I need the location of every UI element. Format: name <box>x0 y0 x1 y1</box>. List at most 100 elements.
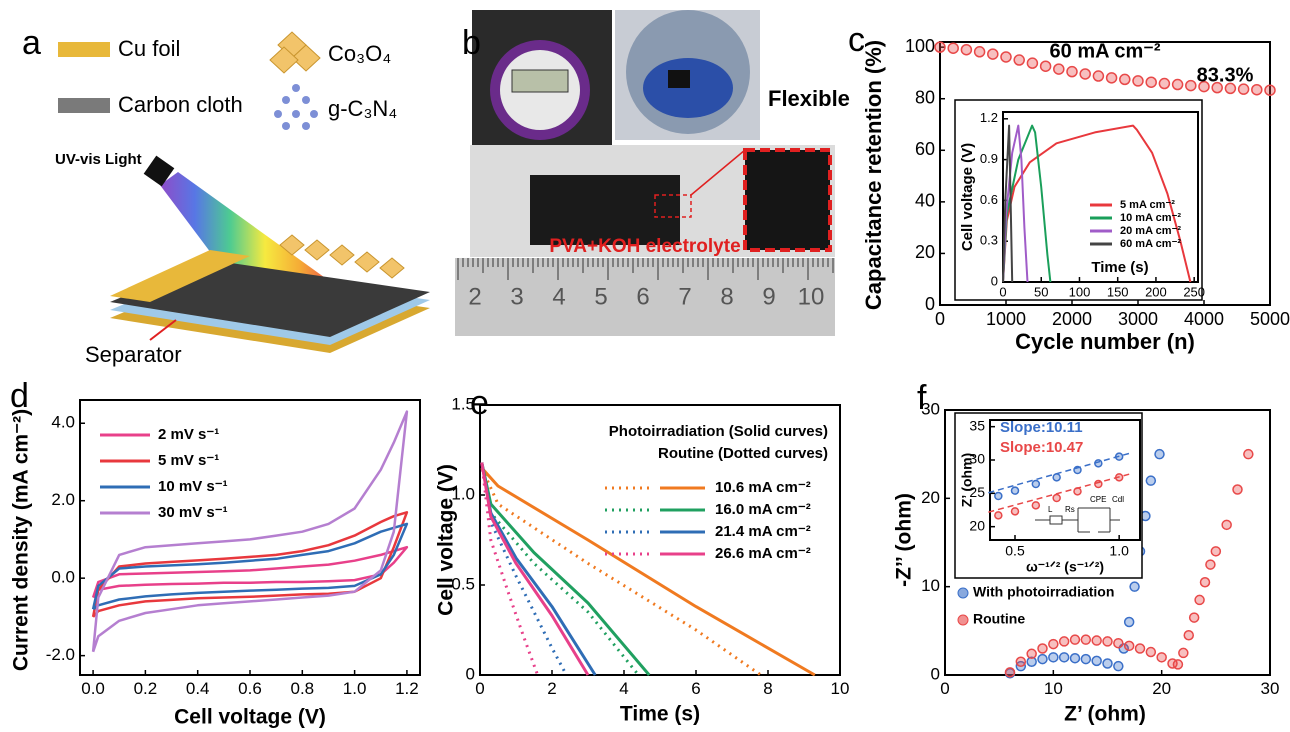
data-point <box>1145 76 1157 88</box>
panel-label: d <box>10 377 29 415</box>
x-tick-label: 10 <box>1044 679 1063 698</box>
plot-frame <box>1002 111 1199 283</box>
x-tick-label: 3000 <box>1118 309 1158 329</box>
data-point <box>1052 473 1061 482</box>
annotation: 83.3% <box>1197 64 1254 86</box>
y-tick-label: 0.5 <box>451 574 475 593</box>
data-point <box>1243 448 1254 460</box>
data-point <box>1013 54 1025 66</box>
data-point <box>1000 51 1012 63</box>
x-tick-label: 0 <box>475 679 484 698</box>
y-tick-label: 2.0 <box>51 490 75 509</box>
y-tick-label: 35 <box>969 417 985 433</box>
x-axis-title: Z’ (ohm) <box>1064 703 1146 726</box>
circuit <box>1035 507 1120 533</box>
data-point <box>1119 73 1131 86</box>
dotted-curve <box>480 462 640 676</box>
ruler <box>455 258 835 336</box>
data-point <box>1031 501 1041 510</box>
x-tick-label: 0.5 <box>1005 543 1025 559</box>
data-point <box>1129 581 1140 592</box>
y-tick-label: 1.0 <box>451 484 475 503</box>
cu-foil-swatch <box>58 42 110 57</box>
legend-label: 10 mV s⁻¹ <box>158 478 228 495</box>
g-c3n4-icon <box>274 84 318 130</box>
plot-frame <box>479 404 841 676</box>
legend-label: 20 mA cm⁻² <box>1120 225 1181 237</box>
data-point <box>1158 77 1171 90</box>
data-point <box>1048 638 1059 650</box>
legend-label: 5 mV s⁻¹ <box>158 452 219 469</box>
data-point <box>1178 647 1189 659</box>
ruler-number: 8 <box>720 283 733 310</box>
data-point <box>1221 519 1232 531</box>
data-point <box>1026 648 1037 660</box>
x-tick-label: 20 <box>1152 679 1171 698</box>
solid-curve <box>480 462 651 676</box>
data-point <box>1080 653 1092 665</box>
legend-label: 26.6 mA cm⁻² <box>715 545 811 562</box>
data-point <box>1058 652 1070 663</box>
data-point <box>1031 479 1041 489</box>
ruler-number: 4 <box>552 283 565 310</box>
data-point <box>1199 577 1211 588</box>
co3o4-icon <box>269 31 321 74</box>
cu-tab <box>110 250 250 302</box>
legend-text: g-C₃N₄ <box>328 96 397 121</box>
annotation: 60 mA cm⁻² <box>1050 40 1161 62</box>
data-point <box>1048 652 1059 663</box>
circuit-label: Rs <box>1065 505 1075 514</box>
legend-text: Carbon cloth <box>118 92 243 117</box>
circuit-label: Cdl <box>1112 495 1124 504</box>
y-tick-label: 1.2 <box>980 110 998 125</box>
y-tick-label: 0.3 <box>980 233 998 248</box>
curve <box>1002 124 1192 283</box>
x-tick-label: 0.8 <box>290 679 314 698</box>
y-axis-title: Cell voltage (V) <box>959 143 976 251</box>
legend-label: 21.4 mA cm⁻² <box>715 523 811 540</box>
data-point <box>1080 634 1092 645</box>
x-tick-label: 0 <box>940 679 949 698</box>
data-point <box>1039 60 1052 72</box>
data-point <box>1211 81 1223 94</box>
flexible-label: Flexible <box>768 86 850 111</box>
x-tick-label: 250 <box>1183 284 1205 299</box>
legend-label: 5 mA cm⁻² <box>1120 199 1175 211</box>
data-point <box>1198 80 1210 93</box>
legend-label: 16.0 mA cm⁻² <box>715 501 811 518</box>
data-point <box>1194 594 1205 606</box>
x-tick-label: 2 <box>547 679 556 698</box>
panel-label: c <box>848 21 865 59</box>
x-tick-label: 1000 <box>986 309 1026 329</box>
data-point <box>1010 507 1020 516</box>
data-point <box>1092 70 1105 82</box>
solid-curve <box>480 462 590 676</box>
separator-label: Separator <box>85 342 182 367</box>
x-tick-label: 150 <box>1107 284 1129 299</box>
y-tick-label: 0 <box>991 273 998 288</box>
x-tick-label: 5000 <box>1250 309 1290 329</box>
x-tick-label: 1.0 <box>343 679 367 698</box>
data-point <box>1037 643 1048 654</box>
annotation: Slope:10.11 <box>1000 419 1083 436</box>
plot-frame <box>939 41 1271 306</box>
y-tick-label: 20 <box>921 488 940 507</box>
data-point <box>1232 484 1243 495</box>
data-point <box>1010 486 1020 495</box>
y-axis-title: Z’ (ohm) <box>959 453 975 507</box>
y-tick-label: 0.0 <box>51 568 75 587</box>
y-tick-label: 0.6 <box>980 192 998 207</box>
y-tick-label: 10 <box>921 576 940 595</box>
y-tick-label: 0.9 <box>980 151 998 166</box>
x-tick-label: 200 <box>1145 284 1167 299</box>
electrolyte-label: PVA+KOH electrolyte <box>549 236 740 257</box>
x-tick-label: 1.2 <box>395 679 419 698</box>
y-tick-label: 20 <box>915 242 935 262</box>
data-point <box>1123 616 1135 628</box>
device <box>668 70 690 88</box>
y-tick-label: 0 <box>931 664 940 683</box>
legend-label: 10.6 mA cm⁻² <box>715 479 811 496</box>
light-label: UV-vis Light <box>55 151 142 168</box>
